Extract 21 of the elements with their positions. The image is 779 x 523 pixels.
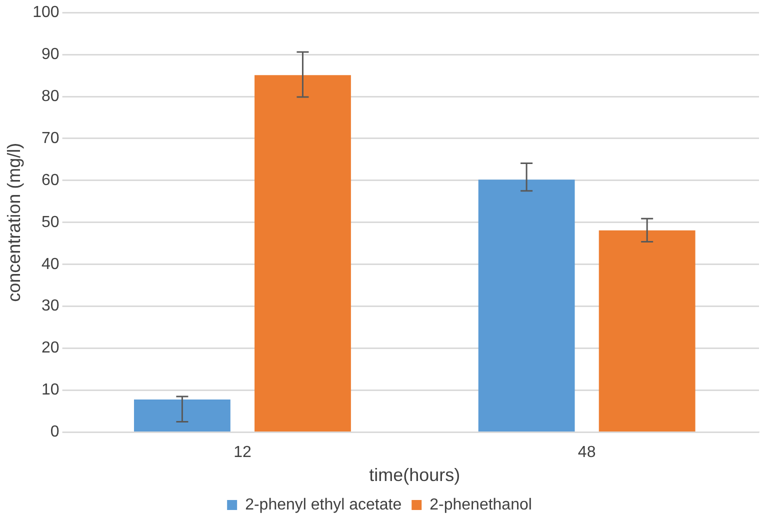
legend-label: 2-phenyl ethyl acetate [245,496,402,514]
bar [598,230,696,432]
y-tick-label: 40 [42,256,60,273]
y-tick-label: 80 [42,88,60,105]
x-axis-title: time(hours) [369,465,460,486]
y-tick-label: 90 [42,46,60,63]
y-tick-label: 50 [42,214,60,231]
x-tick-label: 12 [234,444,252,462]
y-tick-label: 10 [42,382,60,399]
legend-label: 2-phenethanol [430,496,532,514]
y-axis-title: concentration (mg/l) [4,142,24,302]
bar [254,75,351,432]
y-tick-label: 20 [42,340,60,357]
y-tick-label: 0 [50,424,60,441]
y-tick-label: 60 [42,172,60,189]
y-tick-label: 30 [42,298,60,315]
x-tick-label: 48 [578,444,596,462]
y-tick-label: 70 [42,130,60,147]
y-tick-label: 100 [32,4,60,22]
bar [134,399,230,432]
bar [478,180,575,432]
